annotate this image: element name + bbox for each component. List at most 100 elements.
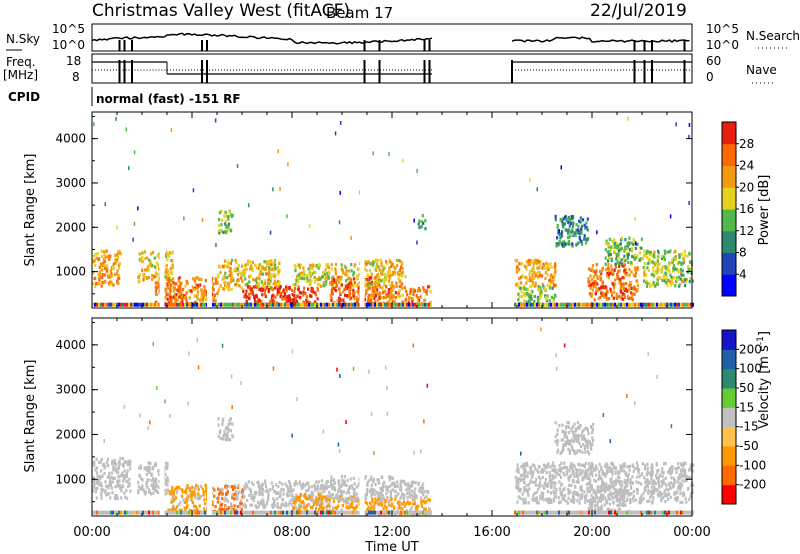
scatter-cell [525,281,528,285]
scatter-cell [203,289,206,293]
scatter-cell [147,268,150,272]
scatter-cell [312,502,315,506]
scatter-cell [199,283,202,287]
scatter-cell [606,250,609,254]
scatter-cell [581,430,584,434]
scatter-cell [223,276,226,280]
scatter-cell [384,500,387,504]
scatter-cell [277,285,280,289]
scatter-cell [345,501,348,505]
scatter-cell [214,299,217,303]
scatter-cell [424,219,427,223]
scatter-cell [598,475,601,479]
scatter-cell [576,421,580,425]
scatter-cell [240,502,243,506]
scatter-cell [309,263,312,267]
scatter-cell [540,496,543,501]
scatter-cell [546,294,549,298]
scatter-cell [387,288,391,292]
scatter-cell [335,283,338,288]
scatter-cell [93,254,96,258]
scatter-cell [255,300,258,304]
scatter-cell [217,218,221,222]
scatter-cell [625,482,628,486]
scatter-cell [639,257,642,261]
scatter-cell [585,472,589,476]
scatter-cell [637,471,640,475]
scatter-cell [302,293,305,297]
scatter-cell [589,442,592,446]
scatter-cell [191,485,194,489]
scatter-cell [211,276,214,280]
scatter-cell [517,485,520,489]
scatter-cell [541,494,545,498]
scatter-cell [515,266,519,270]
scatter-cell [537,274,540,278]
ground-band-cell [256,302,258,307]
scatter-cell [614,482,617,486]
freq-label-line1: Freq. [6,55,36,69]
scatter-cell [517,470,520,474]
scatter-cell [345,505,348,509]
scatter-cell [154,292,158,297]
scatter-cell [381,272,384,276]
scatter-cell [324,495,327,499]
scatter-cell [171,263,174,267]
scatter-cell [646,249,649,253]
scatter-cell [594,292,597,296]
scatter-cell [113,458,116,463]
scatter-cell [212,298,215,302]
scatter-cell [415,294,418,298]
scatter-cell [650,463,654,467]
scatter-cell [633,292,636,296]
scatter-cell [262,501,265,505]
scatter-cell [549,474,552,478]
scatter-cell [408,296,411,300]
scatter-cell [532,266,535,270]
scatter-cell [331,287,334,291]
scatter-cell [620,480,623,484]
scatter-cell [535,261,538,265]
scatter-cell [539,470,542,474]
scatter-cell [294,269,297,273]
scatter-cell [349,297,352,301]
scatter-cell [322,486,325,490]
scatter-cell [221,437,224,441]
scatter-cell [112,476,115,480]
scatter-cell [394,494,397,498]
ground-band-cell [240,302,242,307]
scatter-cell [534,274,537,278]
scatter-cell [678,255,681,260]
ground-band-cell [520,302,522,307]
scatter-cell [684,284,687,288]
scatter-cell [242,504,245,508]
scatter-cell [533,491,536,495]
scatter-cell [556,442,559,447]
scatter-cell [376,262,379,266]
scatter-cell [630,248,634,252]
scatter-cell [93,463,96,468]
scatter-cell [409,484,412,488]
scatter-cell [656,278,659,282]
scatter-cell [255,285,258,289]
scatter-cell [673,267,676,271]
scatter-cell [628,248,632,252]
scatter-cell [612,465,616,469]
ground-band-cell [600,302,602,307]
scatter-cell [655,261,658,265]
scatter-cell [364,283,367,287]
scatter-cell [561,240,564,244]
scatter-cell [609,248,612,252]
scatter-cell [384,278,387,282]
scatter-cell [369,282,372,286]
scatter-cell [230,229,233,233]
scatter-cell [636,283,639,287]
scatter-cell [315,264,318,268]
scatter-cell [607,259,610,263]
scatter-cell [563,430,566,434]
ground-band-cell [180,302,182,307]
ground-band-cell [156,302,158,307]
scatter-cell [655,463,658,467]
scatter-cell [638,475,641,479]
ground-band-cell [536,302,538,307]
